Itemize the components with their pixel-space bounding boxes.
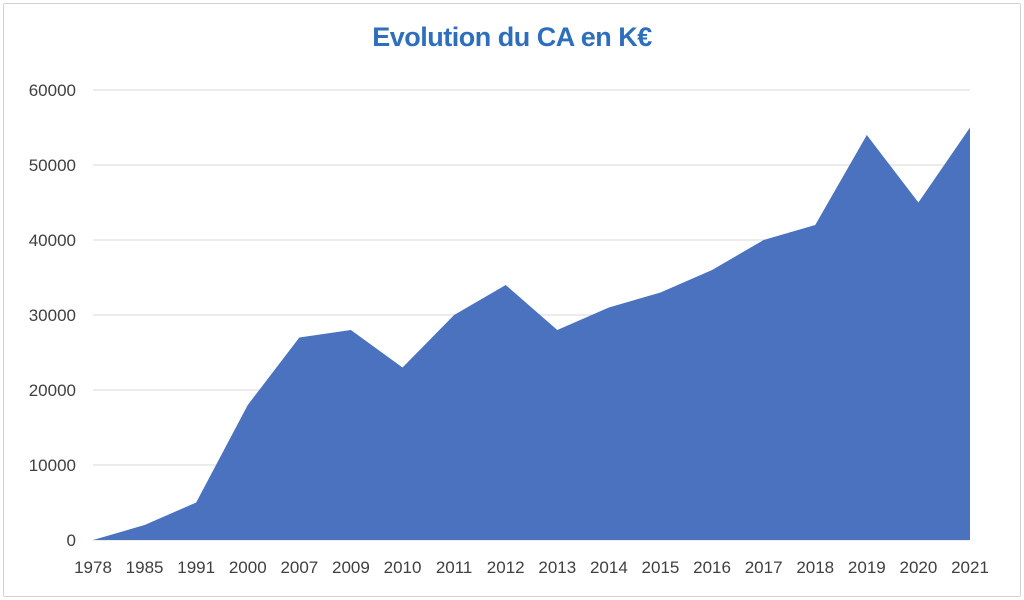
x-tick-label: 2000 [229, 558, 267, 577]
area-fill [93, 127, 970, 540]
y-tick-label: 0 [67, 531, 76, 550]
x-tick-label: 2012 [487, 558, 525, 577]
y-tick-label: 40000 [29, 231, 76, 250]
x-tick-label: 2010 [384, 558, 422, 577]
x-tick-label: 2011 [436, 558, 473, 577]
x-tick-label: 2014 [590, 558, 628, 577]
x-tick-label: 2018 [796, 558, 834, 577]
x-tick-label: 1985 [126, 558, 164, 577]
x-tick-label: 2016 [693, 558, 731, 577]
x-tick-label: 2017 [745, 558, 783, 577]
y-tick-label: 60000 [29, 81, 76, 100]
x-tick-label: 2007 [280, 558, 318, 577]
y-tick-label: 50000 [29, 156, 76, 175]
x-tick-label: 2021 [951, 558, 989, 577]
area-series [93, 127, 970, 540]
x-tick-label: 2009 [332, 558, 370, 577]
x-tick-label: 2020 [899, 558, 937, 577]
x-tick-label: 2013 [538, 558, 576, 577]
x-tick-label: 2015 [642, 558, 680, 577]
x-tick-label: 1978 [74, 558, 112, 577]
y-tick-label: 10000 [29, 456, 76, 475]
y-axis-ticks: 0 10000 20000 30000 40000 50000 60000 [29, 81, 76, 550]
chart-title: Evolution du CA en K€ [372, 22, 652, 52]
x-axis-ticks: 1978 1985 1991 2000 2007 2009 2010 2011 2012 2013… [74, 558, 989, 577]
y-tick-label: 20000 [29, 381, 76, 400]
x-tick-label: 1991 [177, 558, 215, 577]
x-tick-label: 2019 [848, 558, 886, 577]
y-tick-label: 30000 [29, 306, 76, 325]
